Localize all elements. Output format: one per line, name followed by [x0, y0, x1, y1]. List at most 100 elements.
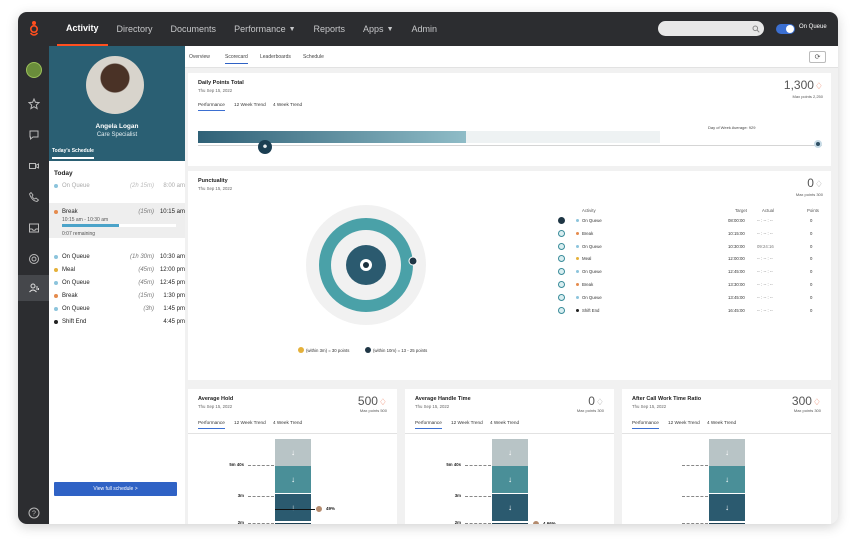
- punctuality-row: Break 13:30:00 -- : -- : -- 0: [558, 280, 818, 293]
- metric-percent: 4.66%: [543, 521, 556, 524]
- nav-performance[interactable]: Performance ▼: [234, 24, 296, 34]
- status-toggle[interactable]: [776, 24, 795, 34]
- target-time: 13:45:00: [728, 294, 745, 300]
- performance-icon[interactable]: [18, 275, 49, 301]
- genesys-logo-icon[interactable]: [18, 12, 49, 46]
- tab-todays-schedule[interactable]: Today's Schedule: [52, 148, 94, 159]
- row-points: 0: [810, 282, 813, 287]
- card-date: Thu Sep 15, 2022: [198, 186, 233, 191]
- tab-scorecard[interactable]: Scorecard: [225, 54, 248, 64]
- max-points: Max points 300: [795, 192, 823, 197]
- inbox-icon[interactable]: [18, 216, 49, 240]
- tab-4-week-trend[interactable]: 4 Week Trend: [273, 102, 303, 107]
- left-rail: ?: [18, 46, 49, 524]
- threshold-line: [682, 465, 708, 466]
- phone-icon[interactable]: [18, 185, 49, 209]
- actual-time: -- : -- : --: [757, 230, 773, 236]
- star-icon[interactable]: [18, 92, 49, 116]
- activity-duration: (15m): [138, 292, 154, 299]
- tab-4-week-trend[interactable]: 4 Week Trend: [707, 420, 737, 425]
- support-icon[interactable]: [18, 247, 49, 271]
- activity-dot: [54, 183, 58, 188]
- view-full-schedule-button[interactable]: View full schedule >: [54, 482, 177, 496]
- activity-dot: [576, 283, 579, 286]
- threshold-line: [248, 496, 274, 497]
- threshold-label: 3m: [454, 493, 461, 498]
- activity-dot: [54, 254, 58, 259]
- help-icon[interactable]: ?: [18, 501, 49, 524]
- activity-label: Break: [582, 230, 594, 236]
- activity-duration: (3h): [143, 305, 154, 312]
- activity-time: 12:45 pm: [159, 279, 185, 286]
- status-icon: [558, 229, 565, 237]
- nav-activity[interactable]: Activity: [57, 12, 108, 46]
- tab-12-week-trend[interactable]: 12 Week Trend: [234, 420, 266, 425]
- target-time: 10:15:00: [728, 230, 745, 236]
- day-of-week-average: Day of Week Average: 929: [708, 125, 756, 130]
- row-points: 0: [810, 269, 813, 275]
- points-value: 300♢: [791, 394, 821, 408]
- main-content: Overview Scorecard Leaderboards Schedule…: [185, 46, 838, 524]
- punctuality-row: On Queue 12:45:00 -- : -- : -- 0: [558, 267, 818, 280]
- break-remaining: 0:07 remaining: [62, 231, 96, 237]
- max-points: Max points 300: [576, 408, 604, 413]
- status-icon: [558, 242, 565, 250]
- target-time: 10:30:00: [728, 243, 745, 249]
- chevron-down-icon: ▼: [386, 25, 394, 33]
- target-time: 13:30:00: [728, 282, 745, 287]
- max-points: Max points 300: [793, 408, 821, 413]
- activity-dot: [54, 280, 58, 285]
- schedule-row: On Queue (3h) 1:45 pm: [49, 302, 185, 315]
- tab-performance[interactable]: Performance: [632, 420, 659, 429]
- avatar: [86, 56, 144, 114]
- rail-avatar[interactable]: [18, 58, 49, 82]
- nav-reports[interactable]: Reports: [313, 24, 346, 34]
- status-icon: [558, 293, 565, 301]
- video-icon[interactable]: [18, 154, 49, 178]
- nav-directory[interactable]: Directory: [116, 24, 153, 34]
- diamond-icon: ♢: [814, 81, 823, 91]
- col-activity: Activity: [582, 208, 596, 213]
- tab-12-week-trend[interactable]: 12 Week Trend: [451, 420, 483, 425]
- activity-label: Shift End: [62, 318, 87, 325]
- activity-duration: (1h 30m): [129, 253, 154, 260]
- actual-time: 09:24:16: [757, 243, 774, 249]
- actual-time: -- : -- : --: [757, 256, 773, 262]
- tab-performance[interactable]: Performance: [198, 420, 225, 429]
- tab-12-week-trend[interactable]: 12 Week Trend: [668, 420, 700, 425]
- threshold-line: [682, 523, 708, 524]
- activity-dot: [54, 209, 58, 214]
- refresh-button[interactable]: ⟳: [809, 51, 826, 63]
- activity-label: On Queue: [62, 305, 90, 312]
- threshold-line: [248, 465, 274, 466]
- target-time: 12:00:00: [728, 256, 745, 262]
- nav-admin[interactable]: Admin: [411, 24, 438, 34]
- tab-leaderboards[interactable]: Leaderboards: [260, 54, 291, 60]
- tab-performance[interactable]: Performance: [198, 102, 225, 111]
- tab-12-week-trend[interactable]: 12 Week Trend: [234, 102, 266, 107]
- nav-documents[interactable]: Documents: [170, 24, 217, 34]
- target-time: 12:45:00: [728, 269, 745, 275]
- card-title: Average Hold: [198, 396, 234, 402]
- tab-performance[interactable]: Performance: [415, 420, 442, 429]
- punctuality-row: Break 10:15:00 -- : -- : -- 0: [558, 229, 818, 242]
- tab-overview[interactable]: Overview: [189, 54, 210, 60]
- schedule-row: Meal (45m) 12:00 pm: [49, 263, 185, 276]
- actual-time: -- : -- : --: [757, 218, 773, 223]
- tab-4-week-trend[interactable]: 4 Week Trend: [490, 420, 520, 425]
- target-time: 16:45:00: [728, 307, 745, 313]
- tab-4-week-trend[interactable]: 4 Week Trend: [273, 420, 303, 425]
- activity-duration: (45m): [138, 266, 154, 273]
- tab-schedule[interactable]: Schedule: [303, 54, 324, 60]
- punctuality-row: On Queue 13:45:00 -- : -- : -- 0: [558, 293, 818, 306]
- activity-duration: (2h 15m): [129, 182, 154, 189]
- nav-apps[interactable]: Apps ▼: [363, 24, 394, 34]
- legend-item: (within 3m) = 30 points: [298, 347, 349, 353]
- activity-label: Meal: [62, 266, 76, 273]
- punctuality-card: Punctuality Thu Sep 15, 2022 0♢ Max poin…: [188, 171, 831, 380]
- row-points: 0: [810, 307, 813, 313]
- card-title: Daily Points Total: [198, 80, 244, 86]
- search-input[interactable]: [658, 21, 764, 36]
- chat-icon[interactable]: [18, 123, 49, 147]
- punctuality-row: Shift End 16:45:00 -- : -- : -- 0: [558, 306, 818, 319]
